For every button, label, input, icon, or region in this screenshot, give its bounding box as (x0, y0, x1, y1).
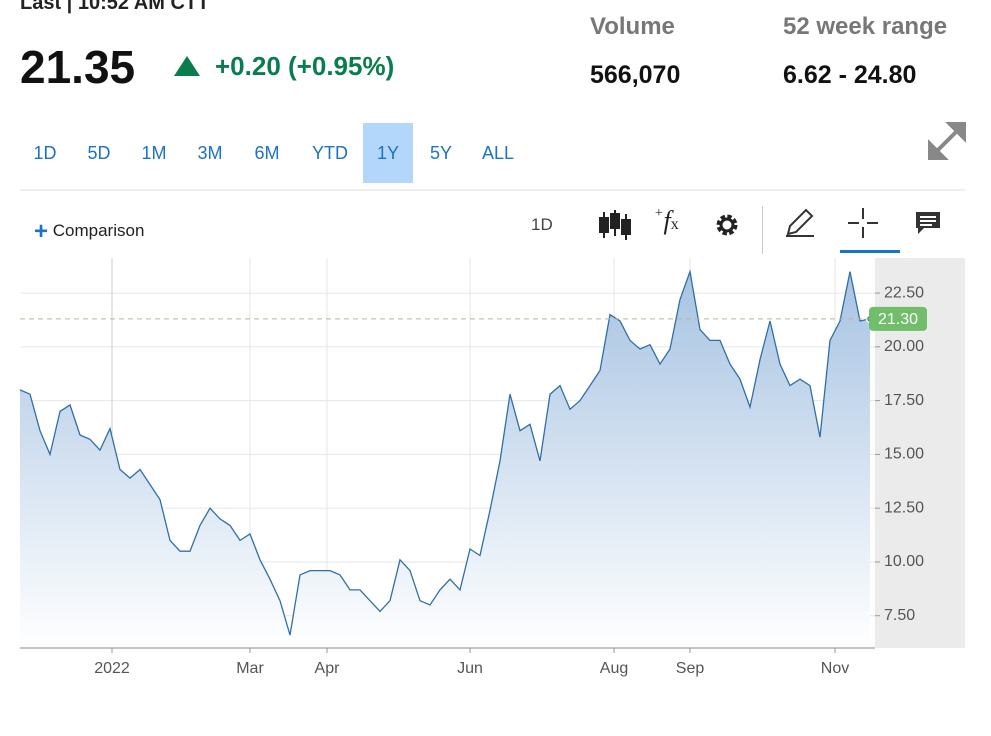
range-button[interactable]: ALL (481, 143, 515, 163)
comparison-button[interactable]: + Comparison (34, 218, 145, 245)
range-button[interactable]: 6M (254, 143, 280, 163)
x-tick-label: Sep (676, 660, 705, 677)
y-tick-label: 12.50 (884, 499, 924, 516)
range-button[interactable]: 5Y (429, 143, 453, 163)
x-tick-label: Nov (821, 660, 849, 677)
last-time: Last | 10:52 AM CTT (20, 0, 210, 14)
range-button[interactable]: 3M (197, 143, 223, 163)
x-tick-label: Aug (600, 660, 628, 677)
y-tick-label: 7.50 (884, 607, 915, 624)
up-arrow (174, 56, 200, 76)
price-badge (869, 306, 927, 331)
interval-button[interactable]: 1D (531, 215, 553, 234)
studies-icon[interactable]: +fx (654, 206, 679, 235)
crosshair-icon[interactable] (846, 206, 880, 240)
toolbar-divider (762, 206, 763, 254)
y-tick-label: 10.00 (884, 553, 924, 570)
settings-icon[interactable] (714, 212, 740, 238)
range-button[interactable]: YTD (312, 143, 348, 163)
price: 21.35 (20, 41, 136, 93)
y-tick-label: 15.00 (884, 446, 924, 463)
comparison-label: Comparison (52, 221, 145, 240)
stat-value: 566,070 (590, 61, 681, 89)
draw-icon[interactable] (784, 206, 816, 238)
range-button[interactable]: 1Y (363, 123, 413, 183)
active-tool-indicator (840, 250, 900, 253)
y-tick-label: 17.50 (884, 392, 924, 409)
area-fill (20, 271, 870, 648)
x-tick-label: Apr (315, 660, 341, 677)
price-badge-label: 21.30 (878, 311, 918, 328)
price-line (19, 269, 871, 636)
stat-label: 52 week range (783, 13, 948, 40)
x-tick-label: 2022 (94, 660, 130, 677)
stat-label: Volume (590, 13, 675, 40)
y-tick-label: 22.50 (884, 284, 924, 301)
y-tick-label: 20.00 (884, 338, 924, 355)
range-button[interactable]: 1D (33, 143, 57, 163)
comment-icon[interactable] (914, 210, 942, 236)
range-button[interactable]: 1M (141, 143, 167, 163)
x-tick-label: Mar (236, 660, 264, 677)
range-button[interactable]: 5D (87, 143, 111, 163)
price-change: +0.20 (+0.95%) (215, 51, 395, 81)
candle-icon[interactable] (598, 208, 632, 242)
stat-value: 6.62 - 24.80 (783, 61, 917, 89)
x-tick-label: Jun (457, 660, 483, 677)
expand-icon[interactable] (926, 120, 968, 162)
